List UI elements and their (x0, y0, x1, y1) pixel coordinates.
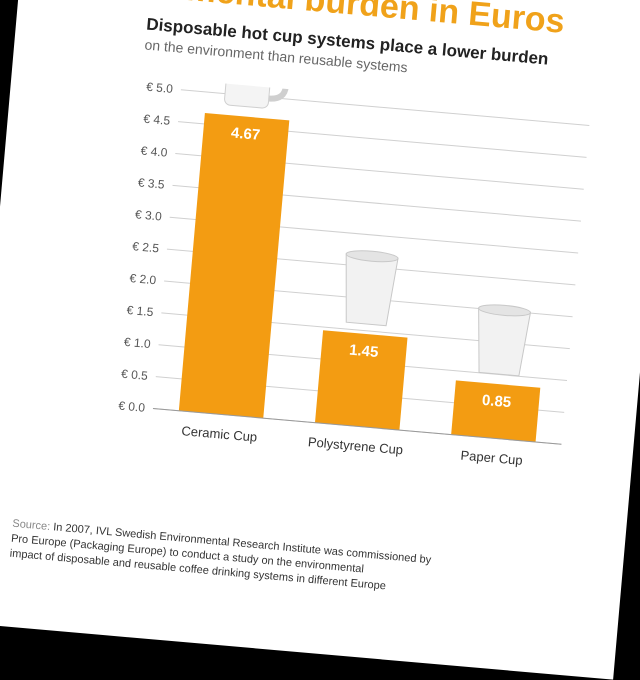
y-tick-label: € 5.0 (146, 80, 174, 96)
y-tick-label: € 4.0 (140, 143, 168, 159)
bar (178, 113, 290, 419)
polystyrene-cup-icon (345, 250, 399, 327)
data-label: 0.85 (481, 392, 512, 411)
x-tick-label: Polystyrene Cup (307, 434, 403, 457)
x-tick-label: Ceramic Cup (181, 423, 258, 445)
source-label: Source: (11, 517, 51, 533)
ceramic-mug-icon (224, 74, 290, 109)
y-tick-label: € 0.0 (118, 399, 146, 415)
y-tick-label: € 3.0 (135, 207, 163, 223)
y-tick-label: € 1.5 (126, 303, 154, 319)
bar (451, 380, 541, 442)
data-label: 1.45 (348, 342, 379, 361)
paper-cup-icon (478, 304, 532, 377)
x-axis (152, 408, 562, 445)
y-tick-label: € 4.5 (143, 112, 171, 128)
y-tick-label: € 2.0 (129, 271, 157, 287)
y-tick-label: € 1.0 (123, 335, 151, 351)
y-tick-label: € 3.5 (137, 175, 165, 191)
bar-chart: € 0.0 € 0.5 € 1.0 € 1.5 € 2.0 € 2.5 € 3.0 € 3.5… (118, 74, 590, 468)
data-label: 4.67 (230, 124, 261, 143)
bar (314, 330, 408, 431)
y-tick-label: € 0.5 (121, 367, 149, 383)
y-tick-label: € 2.5 (132, 239, 160, 255)
x-tick-label: Paper Cup (460, 448, 523, 468)
